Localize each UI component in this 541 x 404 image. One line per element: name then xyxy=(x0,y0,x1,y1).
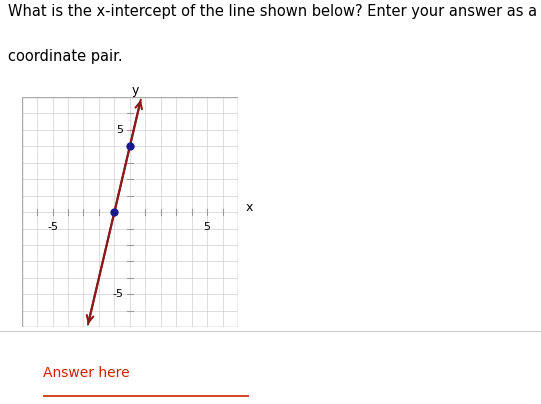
Text: y: y xyxy=(131,84,139,97)
Text: 5: 5 xyxy=(203,222,210,232)
Text: coordinate pair.: coordinate pair. xyxy=(8,49,123,64)
Text: -5: -5 xyxy=(113,289,124,299)
Text: x: x xyxy=(245,201,253,214)
Text: 5: 5 xyxy=(117,125,124,135)
Text: What is the x-intercept of the line shown below? Enter your answer as a: What is the x-intercept of the line show… xyxy=(8,4,537,19)
Text: -5: -5 xyxy=(47,222,58,232)
Text: Answer here: Answer here xyxy=(43,366,130,380)
